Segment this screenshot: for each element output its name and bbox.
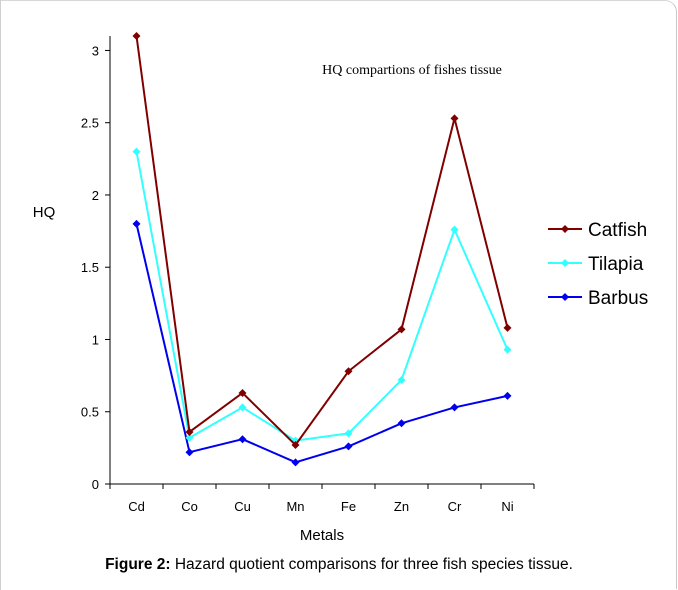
- x-axis-label: Metals: [300, 527, 344, 544]
- data-point-catfish: [132, 32, 141, 40]
- data-point-barbus: [397, 419, 406, 428]
- data-point-barbus: [450, 403, 459, 412]
- y-axis-ticks: 0 0.5 1 1.5 2 2.5 3: [81, 43, 110, 492]
- data-point-catfish: [397, 325, 406, 334]
- data-point-tilapia: [503, 345, 512, 354]
- y-tick-label: 0: [92, 477, 99, 492]
- legend-marker-tilapia: [561, 259, 569, 267]
- data-point-catfish: [238, 388, 247, 397]
- data-point-barbus: [344, 442, 353, 451]
- data-point-catfish: [185, 427, 194, 436]
- data-point-catfish: [503, 323, 512, 332]
- x-tick-label: Cd: [128, 499, 145, 514]
- data-point-barbus: [291, 458, 300, 467]
- data-point-tilapia: [450, 225, 459, 234]
- x-tick-label: Fe: [341, 499, 356, 514]
- x-tick-label: Cr: [448, 499, 462, 514]
- data-point-tilapia: [238, 403, 247, 412]
- y-tick-label: 2.5: [81, 116, 99, 131]
- x-tick-label: Co: [181, 499, 198, 514]
- x-tick-label: Ni: [501, 499, 513, 514]
- figure-left-rule: [0, 0, 1, 590]
- x-tick-label: Zn: [394, 499, 409, 514]
- x-axis-ticks: Cd Co Cu Mn Fe Zn Cr Ni: [109, 484, 535, 514]
- y-tick-label: 1.5: [81, 260, 99, 275]
- series-line-catfish: [135, 35, 509, 447]
- y-tick-label: 0.5: [81, 405, 99, 420]
- data-point-barbus: [185, 448, 194, 457]
- data-point-tilapia: [397, 375, 406, 384]
- figure-caption: Figure 2: Hazard quotient comparisons fo…: [0, 556, 678, 574]
- legend-label-barbus: Barbus: [588, 288, 648, 309]
- data-point-barbus: [503, 391, 512, 400]
- hq-line-chart: HQ compartions of fishes tissue HQ Metal…: [33, 32, 648, 544]
- data-point-catfish: [291, 440, 300, 449]
- series-line-barbus: [135, 223, 508, 464]
- caption-text: Hazard quotient comparisons for three fi…: [174, 556, 573, 573]
- legend: Catfish Tilapia Barbus: [548, 220, 648, 309]
- y-tick-label: 1: [92, 332, 99, 347]
- x-tick-label: Cu: [234, 499, 251, 514]
- legend-marker-barbus: [561, 293, 569, 301]
- data-point-tilapia: [185, 433, 194, 442]
- legend-label-catfish: Catfish: [588, 220, 647, 241]
- data-point-tilapia: [132, 147, 141, 156]
- series-layer: [132, 32, 512, 467]
- y-tick-label: 3: [92, 43, 99, 58]
- data-point-barbus: [132, 219, 141, 228]
- caption-label: Figure 2:: [105, 556, 171, 573]
- chart-title: HQ compartions of fishes tissue: [322, 63, 502, 78]
- data-point-tilapia: [344, 429, 353, 438]
- data-point-catfish: [450, 114, 459, 123]
- data-point-catfish: [344, 367, 353, 376]
- data-point-barbus: [238, 435, 247, 444]
- series-line-tilapia: [135, 151, 509, 442]
- legend-marker-catfish: [561, 225, 569, 233]
- y-tick-label: 2: [92, 188, 99, 203]
- y-axis-label: HQ: [33, 204, 56, 221]
- x-tick-label: Mn: [286, 499, 304, 514]
- legend-label-tilapia: Tilapia: [588, 254, 644, 275]
